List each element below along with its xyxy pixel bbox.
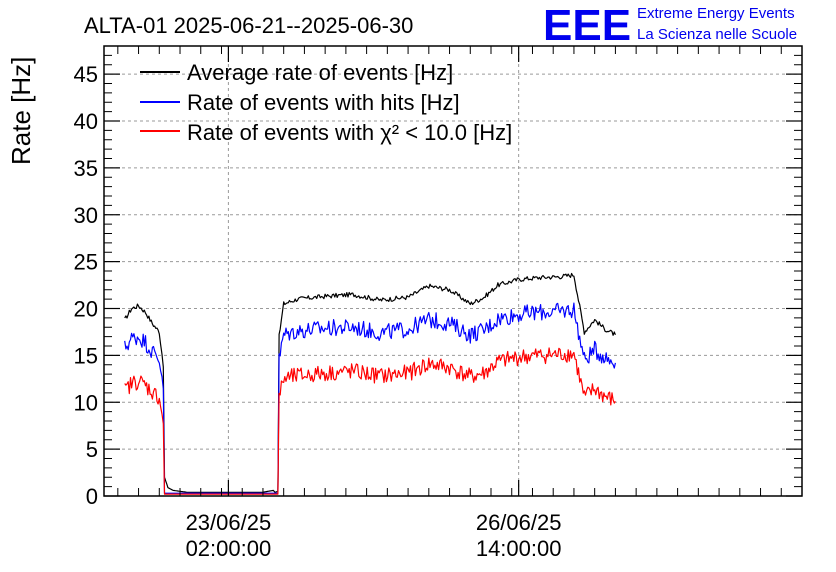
- x-tick-label-time: 14:00:00: [476, 536, 562, 561]
- y-axis-label: Rate [Hz]: [6, 57, 36, 165]
- y-tick-label: 40: [74, 109, 98, 134]
- chart-title: ALTA-01 2025-06-21--2025-06-30: [84, 13, 413, 38]
- grid: [104, 46, 802, 496]
- series-line-2: [124, 302, 616, 494]
- eee-logo: EEE Extreme Energy Events La Scienza nel…: [543, 1, 797, 50]
- y-tick-label: 5: [86, 437, 98, 462]
- y-tick-label: 30: [74, 203, 98, 228]
- legend-label-chi2: Rate of events with χ² < 10.0 [Hz]: [187, 120, 512, 145]
- logo-line-2: La Scienza nelle Scuole: [637, 26, 797, 43]
- y-tick-label: 10: [74, 390, 98, 415]
- y-tick-label: 15: [74, 343, 98, 368]
- x-tick-label-date: 23/06/25: [186, 510, 272, 535]
- logo-line-1: Extreme Energy Events: [637, 5, 795, 22]
- x-tick-label-time: 02:00:00: [186, 536, 272, 561]
- y-tick-label: 20: [74, 297, 98, 322]
- x-tick-label-date: 26/06/25: [476, 510, 562, 535]
- legend-label-average: Average rate of events [Hz]: [187, 60, 453, 85]
- series-line-3: [124, 347, 616, 495]
- series-layer: [124, 272, 616, 495]
- logo-mark: EEE: [543, 1, 631, 50]
- legend-label-hits: Rate of events with hits [Hz]: [187, 90, 460, 115]
- y-tick-label: 45: [74, 62, 98, 87]
- series-line-1: [124, 272, 616, 493]
- y-tick-label: 25: [74, 250, 98, 275]
- legend: Average rate of events [Hz] Rate of even…: [140, 60, 512, 145]
- y-tick-label: 0: [86, 484, 98, 509]
- y-tick-label: 35: [74, 156, 98, 181]
